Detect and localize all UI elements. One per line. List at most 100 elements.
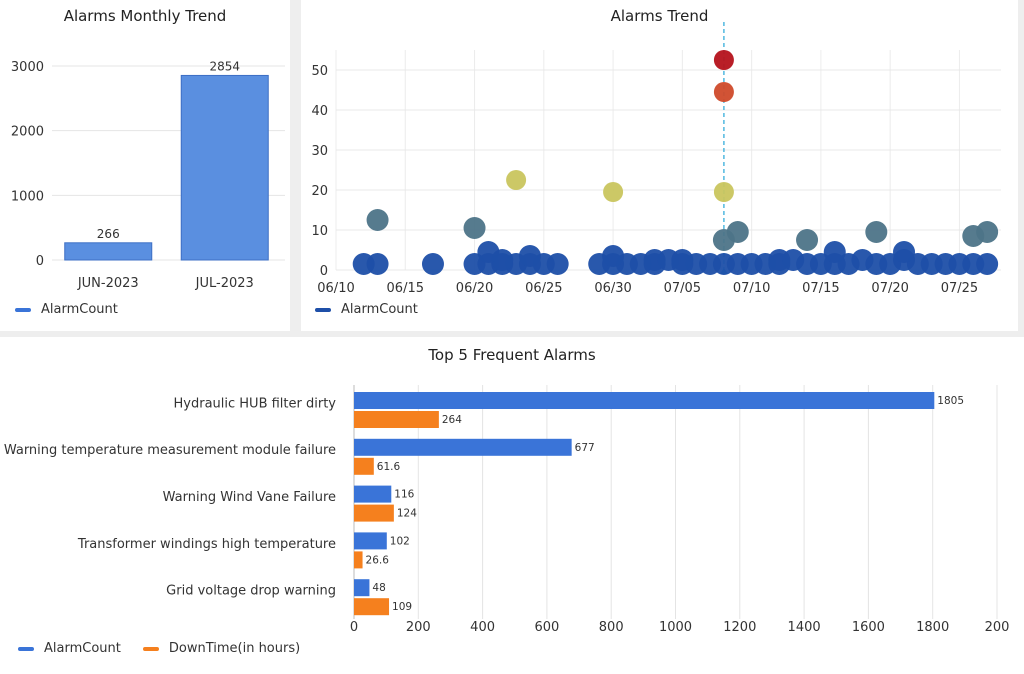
trend-point xyxy=(713,82,734,102)
top5-category-label: Transformer windings high temperature xyxy=(77,537,336,552)
top5-xtick-label: 1800 xyxy=(916,620,949,635)
top5-xtick-label: 1000 xyxy=(659,620,692,635)
trend-point xyxy=(976,221,999,243)
trend-xtick-label: 07/10 xyxy=(733,281,770,296)
top5-downtime-bar xyxy=(354,504,394,522)
legend-label-downtime: DownTime(in hours) xyxy=(168,641,301,656)
trend-xtick-label: 06/30 xyxy=(594,281,631,296)
trend-xtick-label: 06/20 xyxy=(456,281,493,296)
legend-item-downtime[interactable]: DownTime(in hours) xyxy=(142,641,301,656)
trend-point xyxy=(726,221,749,243)
trend-ytick-label: 10 xyxy=(311,224,328,239)
top5-data-label: 677 xyxy=(575,442,595,454)
legend-item-alarmcount[interactable]: AlarmCount xyxy=(18,641,121,656)
top5-downtime-bar xyxy=(354,598,390,616)
alarmcount-swatch-icon xyxy=(15,307,31,312)
alarmcount-swatch-icon xyxy=(315,307,331,312)
top5-xtick-label: 1600 xyxy=(852,620,885,635)
monthly-ytick-label: 2000 xyxy=(11,125,44,140)
trend-point xyxy=(893,241,916,263)
monthly-trend-panel: Alarms Monthly Trend 0 1000 2000 3000 266 JUN… xyxy=(0,0,290,331)
top5-data-label: 26.6 xyxy=(366,554,390,566)
trend-xtick-label: 07/25 xyxy=(941,281,978,296)
monthly-trend-chart: 0 1000 2000 3000 266 JUN-2023 2854 JUL-2023 xyxy=(11,59,285,291)
top5-xtick-label: 1200 xyxy=(723,620,756,635)
monthly-ytick-label: 3000 xyxy=(11,60,44,75)
trend-legend[interactable]: AlarmCount xyxy=(315,302,418,317)
monthly-bar xyxy=(180,74,269,261)
top5-data-label: 1805 xyxy=(937,395,964,407)
top5-alarms-title: Top 5 Frequent Alarms xyxy=(428,346,596,364)
top5-xtick-label: 200 xyxy=(985,620,1010,635)
trend-point xyxy=(796,229,819,251)
trend-point xyxy=(823,241,846,263)
trend-xtick-label: 06/15 xyxy=(387,281,424,296)
monthly-data-label: 2854 xyxy=(209,59,240,73)
trend-point xyxy=(671,249,694,271)
top5-data-label: 61.6 xyxy=(377,461,401,473)
top5-alarmcount-bar xyxy=(354,392,935,409)
top5-data-label: 124 xyxy=(397,508,417,520)
top5-xtick-label: 1400 xyxy=(788,620,821,635)
trend-ytick-label: 0 xyxy=(320,264,328,279)
alarms-trend-title: Alarms Trend xyxy=(610,7,709,25)
top5-category-label: Grid voltage drop warning xyxy=(166,584,336,599)
top5-alarmcount-bar xyxy=(354,485,392,503)
legend-label-alarmcount: AlarmCount xyxy=(44,641,121,656)
trend-point xyxy=(713,50,734,70)
monthly-xtick-label: JUN-2023 xyxy=(77,276,139,291)
trend-point xyxy=(463,217,486,239)
top5-downtime-bar xyxy=(354,551,363,569)
top5-xtick-label: 600 xyxy=(534,620,559,635)
top5-xtick-label: 400 xyxy=(470,620,495,635)
top5-xtick-label: 0 xyxy=(350,620,358,635)
trend-xtick-label: 07/15 xyxy=(802,281,839,296)
trend-point xyxy=(366,209,389,231)
trend-point xyxy=(518,245,541,267)
top5-category-label: Warning Wind Vane Failure xyxy=(163,490,336,505)
top5-category-label: Warning temperature measurement module f… xyxy=(4,443,336,458)
top5-alarms-chart: 0 200 400 600 800 1000 1200 1400 1600 1800 200 Hydr… xyxy=(4,385,1010,635)
trend-point xyxy=(713,182,734,202)
top5-legend[interactable]: AlarmCount DownTime(in hours) xyxy=(18,641,322,656)
top5-data-label: 109 xyxy=(392,601,412,613)
monthly-trend-title: Alarms Monthly Trend xyxy=(63,7,227,25)
downtime-swatch-icon xyxy=(142,646,159,651)
trend-point xyxy=(477,241,500,263)
alarmcount-swatch-icon xyxy=(18,646,34,651)
top5-xtick-label: 800 xyxy=(599,620,624,635)
monthly-data-label: 266 xyxy=(97,227,120,241)
trend-legend-label: AlarmCount xyxy=(341,302,418,317)
alarms-trend-panel: Alarms Trend 06/10 06/15 06/20 06/25 06/30 07… xyxy=(301,0,1018,331)
trend-point xyxy=(603,182,624,202)
trend-point xyxy=(602,245,625,267)
trend-ytick-label: 20 xyxy=(311,184,328,199)
top5-category-label: Hydraulic HUB filter dirty xyxy=(174,396,337,411)
trend-point xyxy=(366,253,389,275)
trend-xtick-label: 07/05 xyxy=(664,281,701,296)
trend-point xyxy=(782,249,805,271)
trend-point xyxy=(851,249,874,271)
trend-ytick-label: 30 xyxy=(311,144,328,159)
top5-downtime-bar xyxy=(354,411,439,428)
trend-xtick-label: 06/10 xyxy=(317,281,354,296)
top5-data-label: 48 xyxy=(372,582,385,594)
alarms-trend-chart: 06/10 06/15 06/20 06/25 06/30 07/05 07/10 07/15… xyxy=(311,22,1001,296)
monthly-ytick-label: 0 xyxy=(36,254,44,269)
top5-downtime-bar xyxy=(354,457,374,475)
top5-data-label: 102 xyxy=(390,535,410,547)
top5-data-label: 264 xyxy=(442,414,462,426)
trend-ytick-label: 50 xyxy=(311,64,328,79)
trend-point xyxy=(865,221,888,243)
trend-point xyxy=(421,253,444,275)
top5-alarmcount-bar xyxy=(354,579,370,597)
trend-xtick-label: 07/20 xyxy=(871,281,908,296)
top5-alarmcount-bar xyxy=(354,532,387,550)
trend-point xyxy=(506,170,527,190)
monthly-legend[interactable]: AlarmCount xyxy=(15,302,118,317)
top5-alarms-panel: Top 5 Frequent Alarms 0 200 400 600 800 1000 1… xyxy=(0,337,1024,674)
top5-alarmcount-bar xyxy=(354,438,572,456)
monthly-xtick-label: JUL-2023 xyxy=(195,276,254,291)
trend-point xyxy=(546,253,569,275)
top5-data-label: 116 xyxy=(394,489,414,501)
